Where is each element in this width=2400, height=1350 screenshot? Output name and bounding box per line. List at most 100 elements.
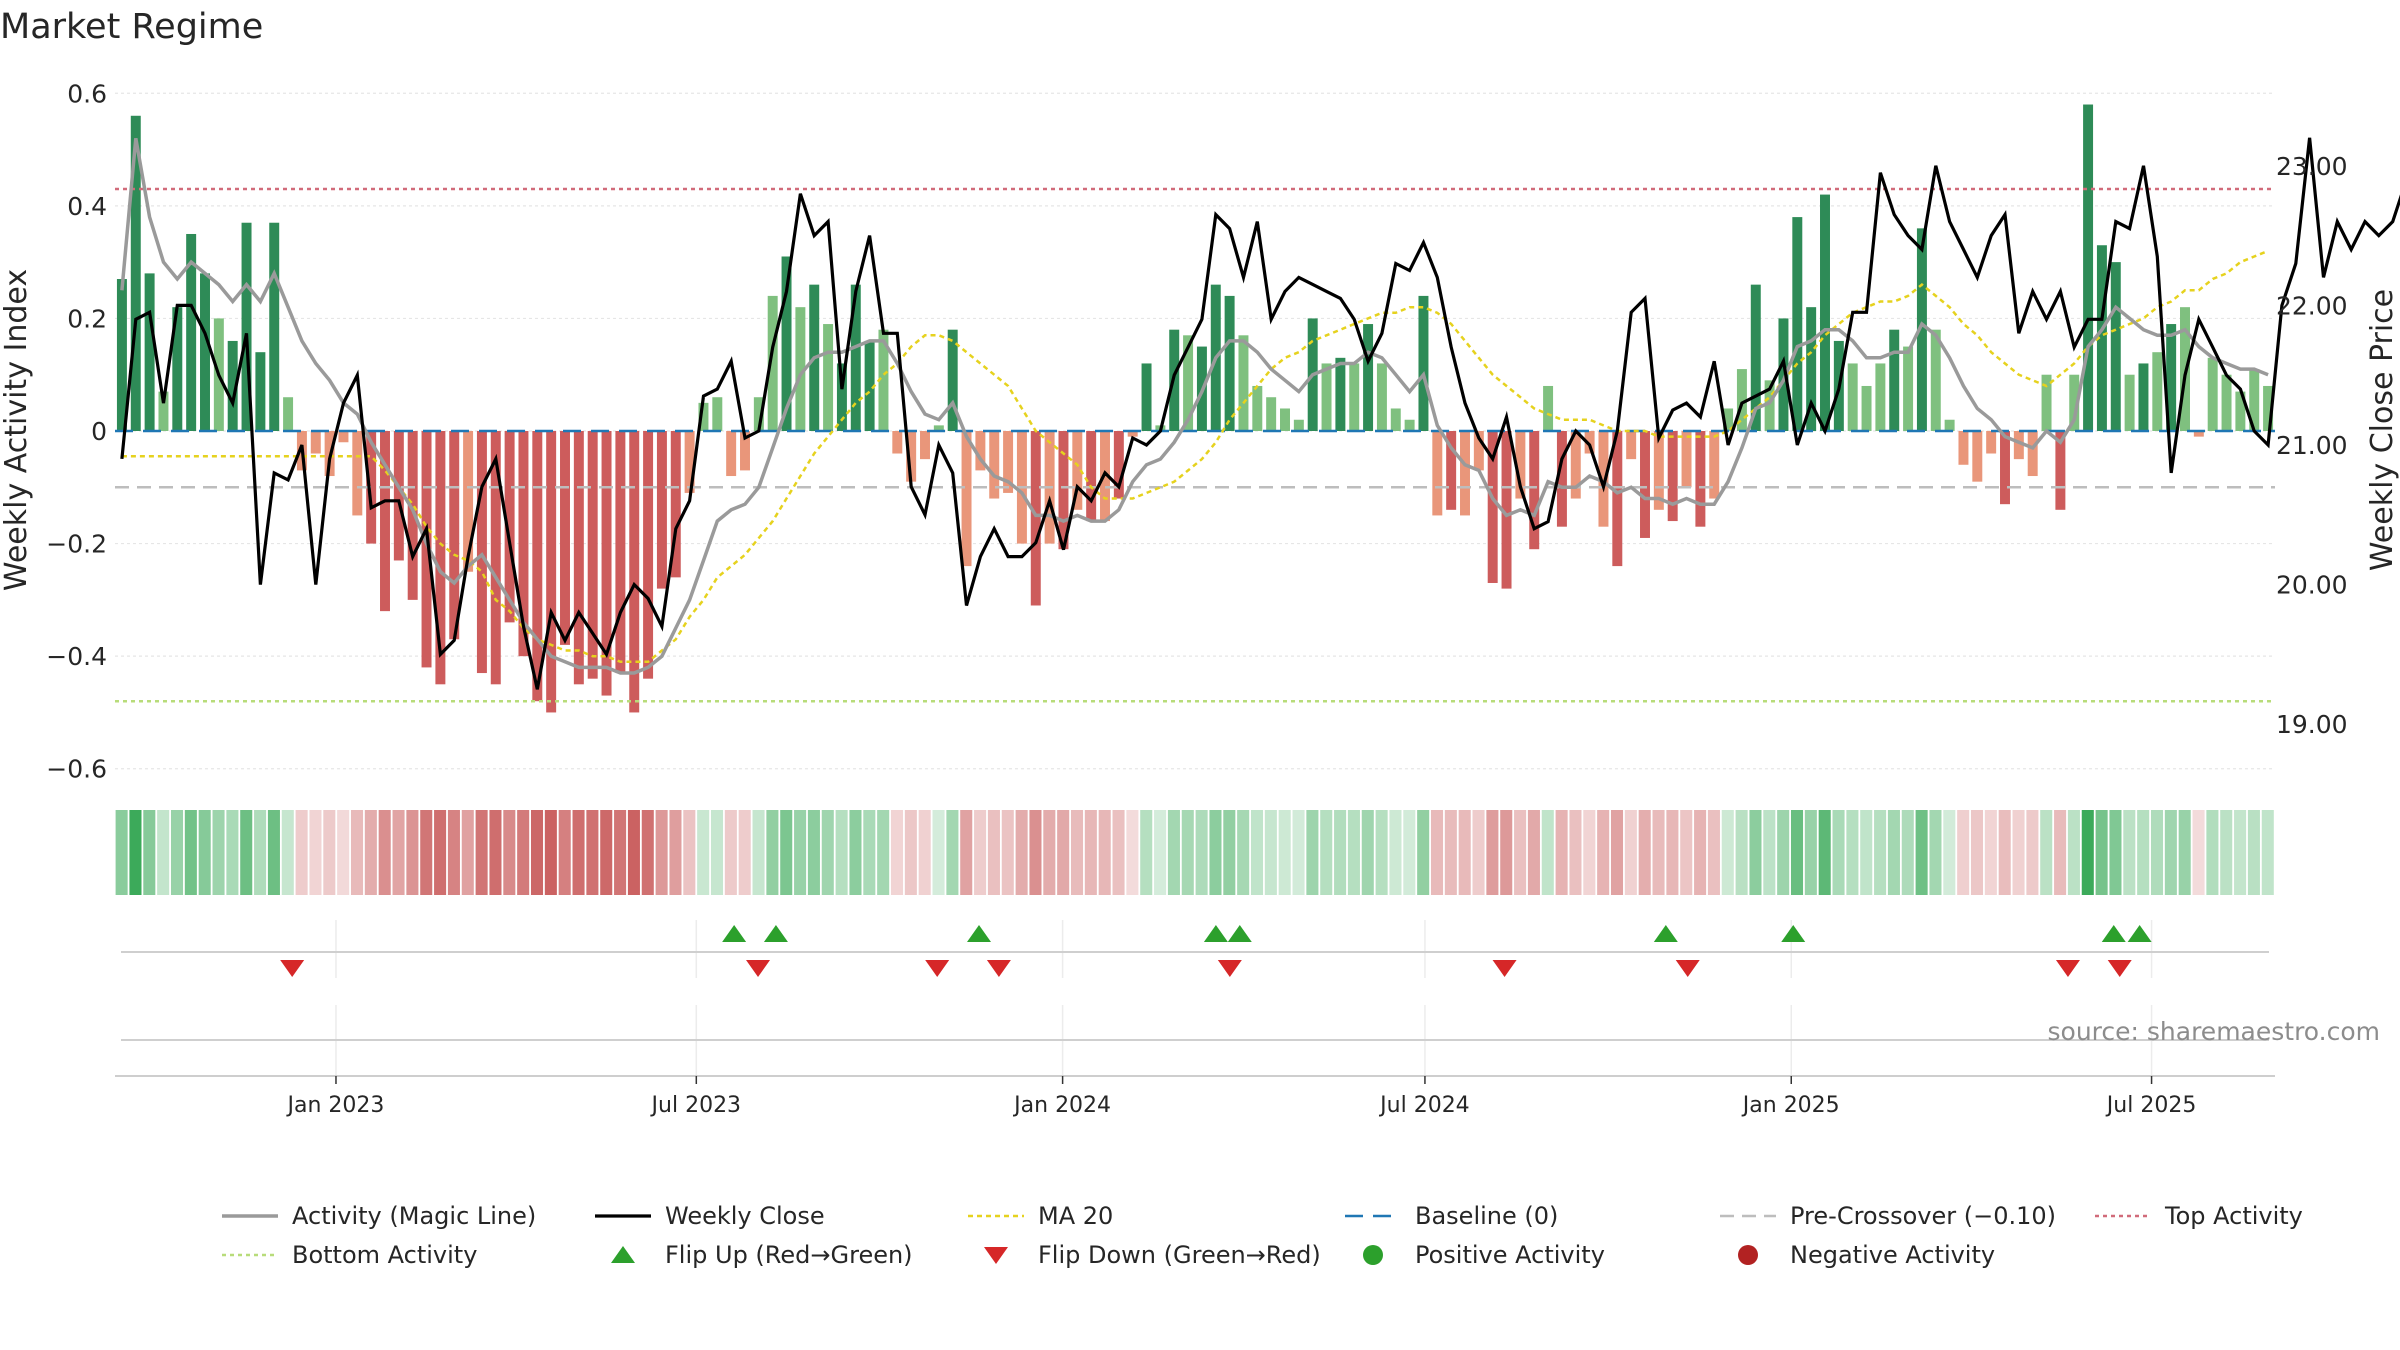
regime-cell xyxy=(378,810,391,895)
regime-cell xyxy=(1832,810,1845,895)
series-lines xyxy=(120,137,2400,690)
activity-bar xyxy=(1058,431,1069,550)
activity-bar xyxy=(1086,431,1097,522)
activity-bar xyxy=(504,431,515,623)
activity-bar xyxy=(850,284,861,431)
activity-bar xyxy=(1667,431,1678,522)
activity-bar xyxy=(753,397,764,431)
x-tick-label: Jan 2024 xyxy=(1012,1093,1111,1118)
activity-bar xyxy=(2193,431,2204,437)
regime-cell xyxy=(1417,810,1430,895)
y2-tick-label: 21.00 xyxy=(2276,431,2348,460)
regime-cell xyxy=(2012,810,2025,895)
regime-cell xyxy=(738,810,751,895)
regime-cell xyxy=(420,810,433,895)
regime-cell xyxy=(1126,810,1139,895)
activity-bar xyxy=(2041,374,2052,431)
activity-bar xyxy=(1916,228,1927,431)
regime-cell xyxy=(129,810,142,895)
regime-cell xyxy=(655,810,668,895)
activity-bar xyxy=(1460,431,1470,516)
regime-cell xyxy=(572,810,585,895)
regime-cell xyxy=(1015,810,1028,895)
regime-cell xyxy=(1237,810,1250,895)
activity-bar xyxy=(947,329,958,431)
regime-cell xyxy=(1167,810,1180,895)
y2-tick-label: 20.00 xyxy=(2276,571,2348,600)
legend-item: Baseline (0) xyxy=(1345,1202,1558,1230)
regime-cell xyxy=(1735,810,1748,895)
activity-bar xyxy=(144,273,155,431)
activity-bar xyxy=(795,307,806,431)
regime-cell xyxy=(1527,810,1540,895)
legend-item: Flip Up (Red→Green) xyxy=(611,1241,913,1269)
activity-bar xyxy=(2124,374,2135,431)
regime-cell xyxy=(1970,810,1984,895)
activity-bar xyxy=(615,431,626,674)
activity-bar xyxy=(781,256,792,431)
legend-label: Pre-Crossover (−0.10) xyxy=(1790,1202,2056,1230)
activity-bar xyxy=(1238,335,1249,431)
x-tick-label: Jul 2025 xyxy=(2105,1093,2197,1118)
activity-bar xyxy=(1612,431,1623,567)
activity-bar xyxy=(2221,374,2232,431)
activity-bar xyxy=(2027,431,2038,477)
legend-item: Bottom Activity xyxy=(222,1241,477,1269)
activity-bar xyxy=(684,431,695,493)
regime-cell xyxy=(1514,810,1527,895)
regime-cell xyxy=(184,810,197,895)
regime-cell xyxy=(960,810,973,895)
activity-bar xyxy=(2152,352,2163,431)
activity-bar xyxy=(698,402,709,431)
activity-bar xyxy=(2096,245,2107,431)
regime-cell xyxy=(2150,810,2164,895)
flip-up-marker xyxy=(1781,925,1806,942)
regime-cell xyxy=(600,810,613,895)
activity-bar xyxy=(518,431,529,657)
activity-bar xyxy=(629,431,640,713)
regime-cell xyxy=(1029,810,1042,895)
flip-markers xyxy=(121,920,2269,978)
regime-cell xyxy=(2220,810,2233,895)
activity-bar xyxy=(740,431,750,471)
regime-cell xyxy=(863,810,876,895)
activity-bar xyxy=(1072,431,1083,510)
activity-bar xyxy=(476,431,487,674)
regime-cell xyxy=(2164,810,2177,895)
activity-bar xyxy=(767,295,778,431)
regime-cell xyxy=(1444,810,1457,895)
regime-cell xyxy=(2067,810,2080,895)
activity-bar xyxy=(463,431,474,572)
regime-cell xyxy=(890,810,904,895)
legend-label: Flip Up (Red→Green) xyxy=(665,1241,913,1269)
regime-cell xyxy=(1749,810,1762,895)
activity-bar xyxy=(2069,374,2080,431)
regime-cell xyxy=(517,810,530,895)
activity-bar xyxy=(490,431,501,685)
legend-label: Baseline (0) xyxy=(1415,1202,1558,1230)
regime-cell xyxy=(1084,810,1097,895)
flip-up-marker xyxy=(763,925,788,942)
regime-cell xyxy=(1223,810,1236,895)
activity-bar xyxy=(1944,419,1955,431)
regime-cell xyxy=(1583,810,1596,895)
flip-down-marker xyxy=(1675,960,1700,977)
regime-cell xyxy=(2137,810,2150,895)
regime-cell xyxy=(918,810,931,895)
regime-cell xyxy=(503,810,516,895)
activity-bar xyxy=(1723,408,1734,431)
regime-cell xyxy=(364,810,377,895)
x-axis-ticks: Jan 2023 Jul 2023 Jan 2024 Jul 2024 Jan 2025… xyxy=(286,1076,2197,1118)
regime-cell xyxy=(1306,810,1319,895)
regime-cell xyxy=(1694,810,1707,895)
regime-cell xyxy=(904,810,917,895)
flip-up-marker xyxy=(1653,925,1678,942)
activity-bar xyxy=(283,397,294,431)
activity-bar xyxy=(1529,431,1540,550)
activity-bar xyxy=(601,431,612,696)
activity-bar xyxy=(1321,363,1332,431)
activity-bar xyxy=(1404,419,1415,431)
regime-cell xyxy=(1389,810,1402,895)
